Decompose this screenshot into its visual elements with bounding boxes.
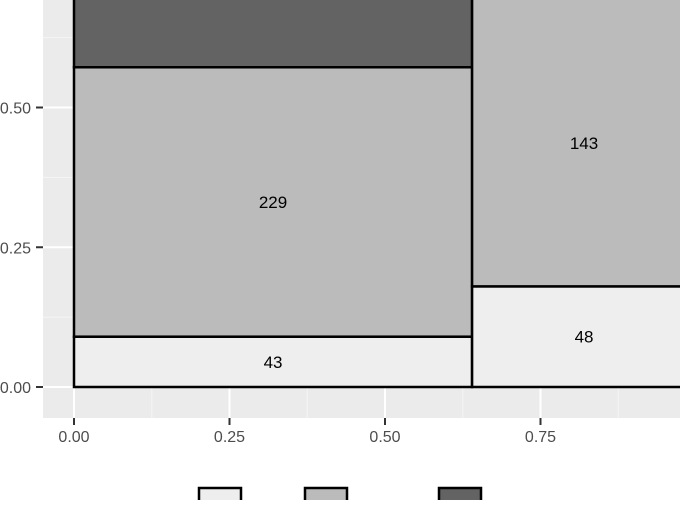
mosaic-tile — [72, 66, 474, 338]
legend-key — [303, 486, 349, 505]
tile-labels: 43 229 48 143 — [259, 134, 598, 372]
mosaic-tile — [72, 0, 474, 69]
tile-count-label: 48 — [575, 328, 594, 347]
tile-count-label: 43 — [264, 353, 283, 372]
x-axis-tick-label: 0.75 — [525, 429, 556, 446]
x-axis-tick-label: 0.00 — [58, 429, 89, 446]
legend-key — [197, 486, 243, 505]
y-axis-tick-label: 0.00 — [0, 380, 31, 397]
tile-count-label: 143 — [570, 134, 598, 153]
legend-key — [437, 486, 483, 505]
x-axis-tick-label: 0.25 — [214, 429, 245, 446]
axes: 0.00 0.25 0.50 0.00 0.25 0.50 0.75 — [0, 101, 556, 447]
y-axis-tick-label: 0.50 — [0, 101, 31, 118]
x-axis-tick-label: 0.50 — [369, 429, 400, 446]
mosaic-tiles — [72, 0, 680, 389]
mosaic-tile — [470, 0, 680, 288]
tile-count-label: 229 — [259, 193, 287, 212]
mosaic-tile — [72, 335, 474, 389]
legend — [197, 486, 483, 505]
y-axis-tick-label: 0.25 — [0, 240, 31, 257]
